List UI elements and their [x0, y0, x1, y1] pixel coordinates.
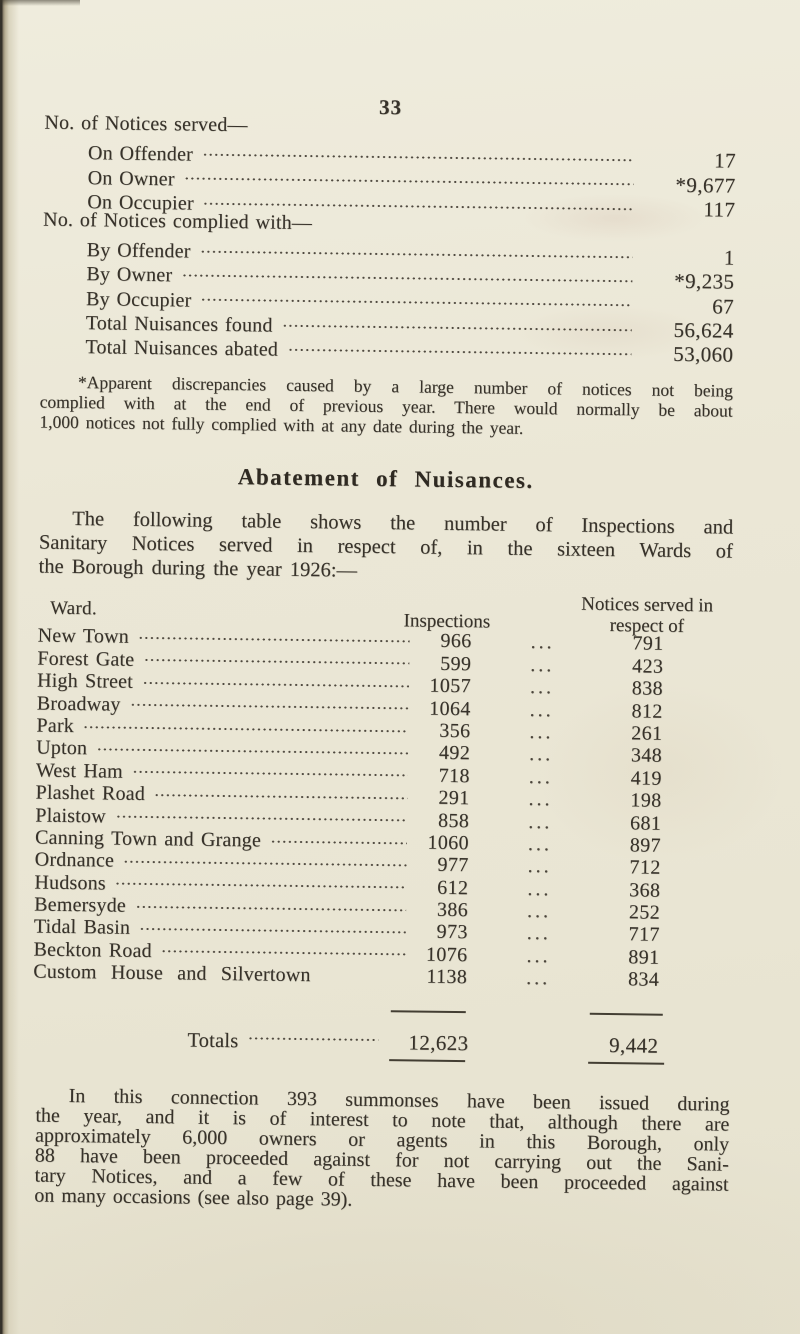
dotted-leader: [270, 824, 408, 849]
notice-item-label: On Owner: [87, 166, 175, 190]
totals-inspections-value: 12,623: [408, 1030, 469, 1056]
column-separator-dots: ...: [527, 855, 552, 878]
column-separator-dots: ...: [529, 743, 554, 766]
ward-column-header: Ward.: [49, 597, 98, 620]
totals-rule-top-inspections: [390, 1010, 466, 1014]
inspections-value: 386: [436, 898, 469, 922]
notices-value: 681: [629, 811, 662, 835]
notice-item-label: By Offender: [86, 239, 191, 263]
inspections-value: 612: [437, 876, 469, 899]
inspections-value: 973: [436, 921, 468, 944]
notices-header-line1: Notices served in: [581, 593, 714, 617]
book-gutter-shadow: [0, 0, 20, 1334]
totals-rule-bottom-notices: [588, 1061, 665, 1065]
column-separator-dots: ...: [528, 810, 553, 833]
inspections-value: 599: [440, 652, 472, 676]
list-heading-label: No. of Notices complied with—: [42, 208, 313, 234]
inspections-value: 356: [439, 719, 471, 743]
inspections-value: 291: [438, 786, 470, 810]
notice-item-value: 67: [712, 293, 735, 319]
column-separator-dots: ...: [528, 765, 554, 789]
dotted-leader: [248, 1017, 379, 1050]
inspections-value: 1060: [427, 831, 470, 855]
inspections-value: 966: [440, 630, 472, 653]
notice-item-value: *9,677: [675, 172, 736, 198]
notices-value: 717: [628, 923, 660, 947]
inspections-value: 492: [438, 742, 471, 765]
section-heading: Abatement of Nuisances.: [237, 464, 534, 494]
column-separator-dots: ...: [526, 900, 552, 923]
notices-value: 198: [630, 789, 662, 812]
notice-item-label: By Owner: [86, 263, 173, 287]
totals-notices-value: 9,442: [608, 1033, 659, 1058]
notice-item-label: Total Nuisances abated: [85, 336, 279, 361]
column-separator-dots: ...: [526, 967, 551, 990]
scan-edge-shadow: [0, 0, 80, 6]
totals-rule-top-notices: [589, 1012, 663, 1016]
notice-item-value: 53,060: [673, 341, 734, 367]
notice-item-label: Total Nuisances found: [85, 311, 273, 337]
dotted-leader: [161, 934, 406, 961]
column-separator-dots: ...: [528, 788, 553, 811]
notice-item-value: *9,235: [674, 269, 735, 294]
dotted-leader: [154, 777, 408, 804]
list-heading-label: No. of Notices served—: [44, 111, 248, 137]
column-separator-dots: ...: [527, 832, 553, 856]
column-separator-dots: ...: [526, 944, 551, 968]
inspections-value: 1057: [429, 674, 472, 698]
notices-value: 419: [630, 767, 663, 790]
notices-value: 423: [631, 655, 664, 678]
notices-value: 897: [629, 834, 662, 857]
inspections-value: 858: [437, 809, 470, 832]
column-separator-dots: ...: [529, 698, 554, 721]
totals-rule-bottom-inspections: [389, 1059, 466, 1063]
column-separator-dots: ...: [530, 631, 555, 654]
notices-value: 834: [627, 968, 660, 991]
inspections-value: 1064: [429, 697, 471, 720]
notices-value: 838: [631, 677, 664, 700]
intro-paragraph: The following table shows the number of …: [38, 507, 733, 588]
column-separator-dots: ...: [530, 653, 555, 677]
inspections-value: 1138: [426, 965, 468, 989]
dotted-leader: [321, 959, 406, 982]
ward-name: Custom House and Silvertown: [33, 960, 311, 987]
notice-item-value: 17: [713, 148, 737, 174]
notices-value: 891: [628, 946, 660, 969]
column-separator-dots: ...: [529, 676, 555, 699]
inspections-value: 977: [437, 854, 469, 877]
notices-summary-list: No. of Notices served— On Offender 17 On…: [41, 111, 737, 367]
column-spacer: [466, 1050, 608, 1052]
closing-paragraph: In this connection 393 summonses have be…: [34, 1085, 730, 1216]
notice-item-label: By Occupier: [85, 287, 192, 312]
inspections-value: 1076: [425, 943, 468, 967]
dotted-leader: [287, 331, 632, 361]
notice-item-label: On Offender: [87, 142, 194, 166]
notices-value: 348: [630, 744, 663, 768]
notices-value: 252: [628, 901, 661, 924]
column-separator-dots: ...: [526, 922, 551, 945]
column-separator-dots: ...: [527, 877, 552, 900]
notice-item-value: 117: [703, 196, 736, 222]
totals-label: Totals: [187, 1029, 239, 1053]
notice-item-value: 56,624: [673, 317, 734, 343]
inspections-value: 718: [438, 764, 471, 787]
notices-value: 261: [631, 722, 663, 745]
ward-table: New Town 966 ... 791 Forest Gate 599 ...…: [33, 620, 730, 991]
totals-row: Totals 12,623 9,442: [32, 1015, 724, 1058]
column-separator-dots: ...: [529, 720, 554, 744]
asterisk-footnote: *Apparent discrepancies caused by a larg…: [39, 372, 733, 441]
notices-value: 791: [632, 632, 664, 656]
notices-value: 712: [629, 856, 661, 880]
notices-value: 368: [629, 879, 661, 902]
notice-item-value: 1: [723, 245, 735, 270]
notices-value: 812: [631, 699, 663, 723]
